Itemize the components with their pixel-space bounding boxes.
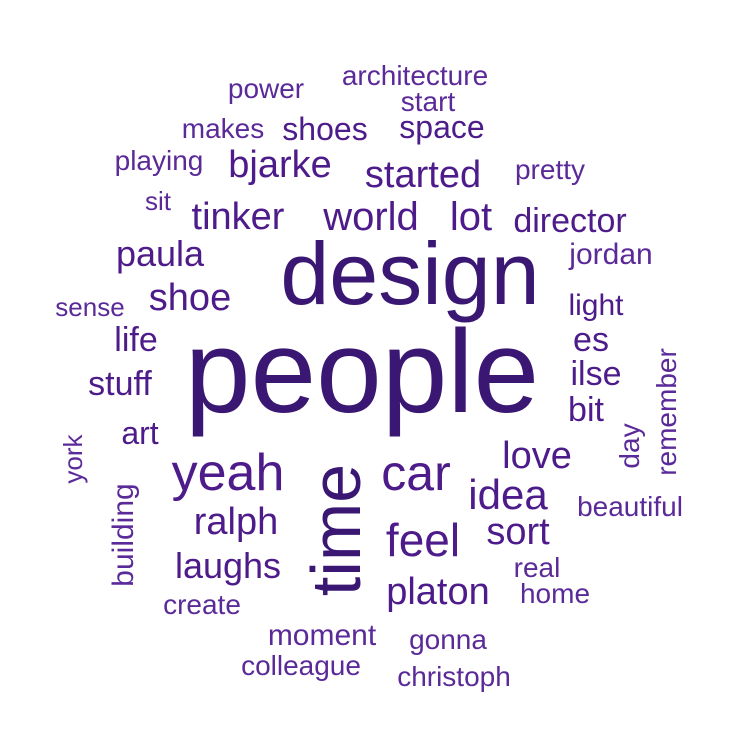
word-platon: platon <box>386 571 490 613</box>
word-started: started <box>364 154 482 196</box>
word-building: building <box>107 483 140 587</box>
word-architecture: architecture <box>341 60 489 91</box>
word-time: time <box>297 463 375 597</box>
word-love: love <box>502 435 572 477</box>
word-art: art <box>121 415 159 451</box>
word-home: home <box>519 578 591 609</box>
word-space: space <box>399 109 485 145</box>
word-lot: lot <box>449 195 493 239</box>
word-makes: makes <box>181 113 265 144</box>
word-director: director <box>513 202 627 240</box>
word-real: real <box>513 552 561 583</box>
word-design: design <box>280 224 540 323</box>
word-bjarke: bjarke <box>228 144 332 186</box>
word-paula: paula <box>115 233 205 274</box>
word-remember: remember <box>651 348 682 476</box>
word-moment: moment <box>267 619 377 652</box>
word-york: york <box>58 434 88 484</box>
word-start: start <box>400 86 456 117</box>
word-jordan: jordan <box>569 238 653 271</box>
word-feel: feel <box>385 514 461 566</box>
word-christoph: christoph <box>397 661 511 692</box>
word-pretty: pretty <box>514 154 586 185</box>
word-car: car <box>381 445 451 501</box>
word-beautiful: beautiful <box>577 491 683 522</box>
word-colleague: colleague <box>241 650 361 681</box>
word-ralph: ralph <box>193 501 279 543</box>
word-light: light <box>568 289 624 322</box>
word-idea: idea <box>468 471 548 518</box>
word-world: world <box>323 195 419 239</box>
word-bit: bit <box>568 391 604 429</box>
word-tinker: tinker <box>191 196 285 238</box>
word-sense: sense <box>55 292 125 322</box>
word-shoes: shoes <box>282 111 368 147</box>
word-es: es <box>573 321 609 359</box>
word-laughs: laughs <box>174 545 282 586</box>
word-create: create <box>163 589 241 620</box>
word-life: life <box>114 321 158 359</box>
word-ilse: ilse <box>570 355 622 393</box>
word-sit: sit <box>145 186 171 216</box>
word-power: power <box>227 73 305 104</box>
word-stuff: stuff <box>88 365 152 403</box>
word-gonna: gonna <box>409 624 487 655</box>
word-shoe: shoe <box>148 277 232 319</box>
word-people: people <box>184 306 540 438</box>
word-playing: playing <box>114 145 204 176</box>
word-sort: sort <box>486 511 550 553</box>
word-yeah: yeah <box>171 444 285 502</box>
word-day: day <box>614 423 645 469</box>
